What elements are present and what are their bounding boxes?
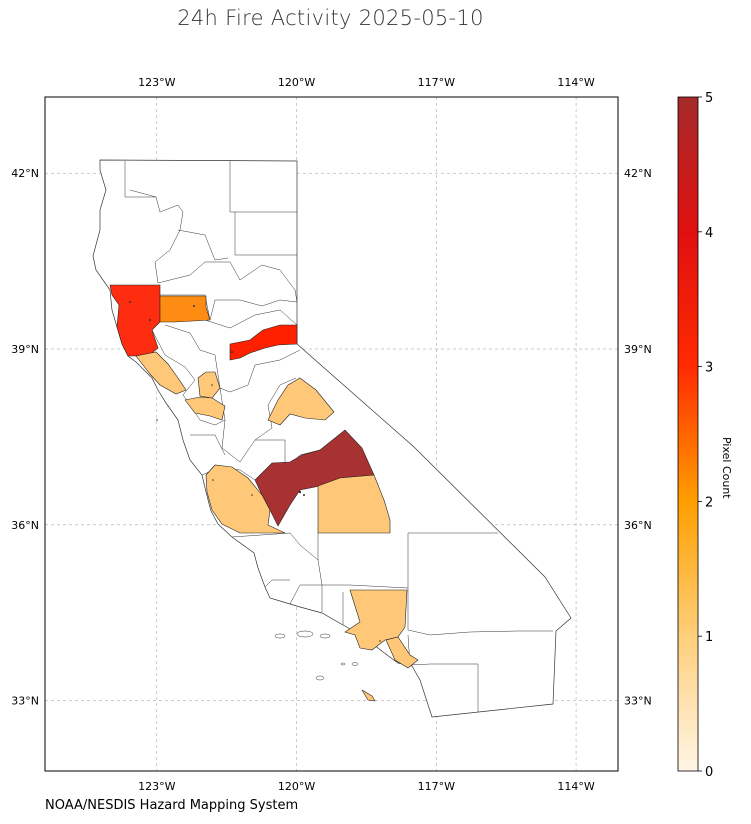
county-tulare — [317, 474, 391, 534]
lon-label-bottom: 120°W — [278, 780, 315, 793]
county-monterey — [205, 464, 286, 534]
california-state — [92, 159, 572, 718]
islands — [274, 630, 359, 681]
lat-label-right: 42°N — [624, 167, 652, 180]
map-title: 24h Fire Activity 2025-05-10 — [177, 6, 484, 30]
fire-counties — [109, 284, 419, 702]
county-tuolumne — [267, 377, 335, 426]
lon-labels-bottom: 123°W 120°W 117°W 114°W — [138, 780, 595, 793]
colorbar-tick-label: 0 — [705, 765, 713, 780]
lat-label-left: 42°N — [11, 167, 39, 180]
colorbar-tick-label: 1 — [705, 630, 713, 645]
fire-points — [129, 301, 381, 642]
lon-label-top: 123°W — [138, 76, 175, 89]
california-outline — [92, 159, 572, 718]
lon-label-bottom: 117°W — [418, 780, 455, 793]
lon-label-top: 114°W — [557, 76, 594, 89]
county-glenn — [159, 295, 211, 323]
colorbar-tick-label: 3 — [705, 361, 713, 376]
lat-label-left: 33°N — [11, 695, 39, 708]
county-contra-costa — [184, 396, 226, 421]
colorbar-tick-label: 2 — [705, 495, 713, 510]
lat-label-right: 36°N — [624, 519, 652, 532]
lon-label-bottom: 114°W — [557, 780, 594, 793]
colorbar — [677, 96, 699, 772]
lat-label-right: 33°N — [624, 695, 652, 708]
colorbar-tick-label: 5 — [705, 91, 713, 106]
county-napa — [135, 351, 187, 395]
lon-label-top: 120°W — [278, 76, 315, 89]
lon-label-bottom: 123°W — [138, 780, 175, 793]
source-credit: NOAA/NESDIS Hazard Mapping System — [45, 798, 299, 813]
map-frame — [44, 96, 619, 772]
colorbar-ticks: 0 1 2 3 4 5 — [698, 91, 713, 780]
lat-label-left: 36°N — [11, 519, 39, 532]
lat-label-left: 39°N — [11, 343, 39, 356]
county-placer — [229, 324, 298, 361]
lat-labels-right: 42°N 39°N 36°N 33°N — [624, 167, 652, 707]
county-los-angeles — [344, 589, 408, 651]
lon-label-top: 117°W — [418, 76, 455, 89]
county-orange — [385, 636, 419, 669]
lon-labels-top: 123°W 120°W 117°W 114°W — [138, 76, 595, 89]
county-yolo — [197, 371, 221, 399]
lat-label-right: 39°N — [624, 343, 652, 356]
colorbar-label: Pixel Count — [720, 437, 733, 499]
colorbar-tick-label: 4 — [705, 226, 713, 241]
county-channel-islands — [361, 689, 376, 702]
lat-labels-left: 42°N 39°N 36°N 33°N — [11, 167, 39, 707]
